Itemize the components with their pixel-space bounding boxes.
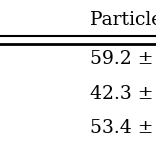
- Text: 59.2 ± 1.78: 59.2 ± 1.78: [90, 50, 156, 68]
- Text: 42.3 ± 1.16: 42.3 ± 1.16: [90, 85, 156, 103]
- Text: Particle size: Particle size: [90, 11, 156, 29]
- Text: 53.4 ± 4.67: 53.4 ± 4.67: [90, 119, 156, 137]
